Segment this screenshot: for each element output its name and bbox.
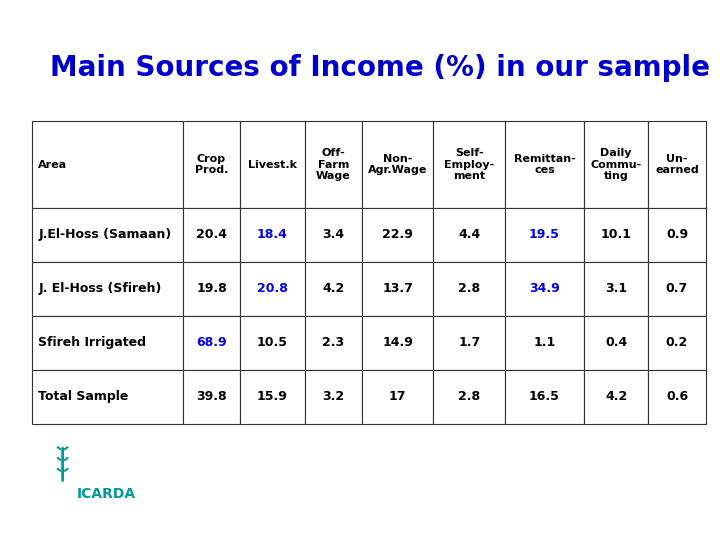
Bar [240, 208, 305, 262]
Bar [32, 262, 183, 316]
Text: 0.7: 0.7 [666, 282, 688, 295]
Text: 19.8: 19.8 [196, 282, 227, 295]
Text: 1.7: 1.7 [458, 336, 480, 349]
Text: 0.2: 0.2 [666, 336, 688, 349]
Bar [32, 122, 183, 208]
Text: 2.8: 2.8 [458, 390, 480, 403]
Text: 1.1: 1.1 [534, 336, 556, 349]
Bar [584, 316, 648, 370]
Bar [433, 122, 505, 208]
Text: Livest.k: Livest.k [248, 160, 297, 170]
Text: Total Sample: Total Sample [38, 390, 129, 403]
Text: Area: Area [38, 160, 67, 170]
Bar [240, 370, 305, 424]
Text: 4.2: 4.2 [605, 390, 627, 403]
Bar [648, 370, 706, 424]
Text: 20.4: 20.4 [196, 228, 227, 241]
Bar [305, 122, 362, 208]
Text: Remittan-
ces: Remittan- ces [513, 154, 575, 176]
Text: 34.9: 34.9 [529, 282, 560, 295]
Text: Crop
Prod.: Crop Prod. [194, 154, 228, 176]
Bar [32, 316, 183, 370]
Bar [305, 370, 362, 424]
Text: 20.8: 20.8 [257, 282, 288, 295]
Text: 16.5: 16.5 [529, 390, 560, 403]
Text: Sfireh Irrigated: Sfireh Irrigated [38, 336, 146, 349]
Text: 17: 17 [389, 390, 406, 403]
Bar [648, 122, 706, 208]
Bar [362, 262, 433, 316]
Text: 0.9: 0.9 [666, 228, 688, 241]
Bar [505, 370, 584, 424]
Bar [362, 316, 433, 370]
Text: 4.4: 4.4 [458, 228, 480, 241]
Bar [32, 370, 183, 424]
Bar [183, 208, 240, 262]
Bar [240, 262, 305, 316]
Bar [648, 208, 706, 262]
Text: 22.9: 22.9 [382, 228, 413, 241]
Bar [648, 316, 706, 370]
Bar [433, 262, 505, 316]
Bar [584, 208, 648, 262]
Bar [433, 208, 505, 262]
Text: 0.4: 0.4 [605, 336, 627, 349]
Bar [505, 316, 584, 370]
Bar [305, 208, 362, 262]
Text: 18.4: 18.4 [257, 228, 288, 241]
Text: Off-
Farm
Wage: Off- Farm Wage [316, 148, 351, 181]
Bar [505, 262, 584, 316]
Text: J.El-Hoss (Samaan): J.El-Hoss (Samaan) [38, 228, 171, 241]
Bar [240, 316, 305, 370]
Bar [305, 316, 362, 370]
Bar [183, 370, 240, 424]
Bar [433, 370, 505, 424]
Text: Un-
earned: Un- earned [655, 154, 699, 176]
Text: 15.9: 15.9 [257, 390, 288, 403]
Text: 3.4: 3.4 [322, 228, 344, 241]
Text: 2.3: 2.3 [322, 336, 344, 349]
Bar [362, 370, 433, 424]
Text: J. El-Hoss (Sfireh): J. El-Hoss (Sfireh) [38, 282, 161, 295]
Text: 3.2: 3.2 [322, 390, 344, 403]
Bar [584, 370, 648, 424]
Text: 19.5: 19.5 [529, 228, 560, 241]
Bar [433, 316, 505, 370]
Bar [32, 208, 183, 262]
Text: 13.7: 13.7 [382, 282, 413, 295]
Text: 10.1: 10.1 [600, 228, 631, 241]
Text: 14.9: 14.9 [382, 336, 413, 349]
Bar [584, 122, 648, 208]
Bar [505, 208, 584, 262]
Bar [584, 262, 648, 316]
Text: 39.8: 39.8 [196, 390, 227, 403]
Text: Main Sources of Income (%) in our sample: Main Sources of Income (%) in our sample [50, 54, 711, 82]
Text: ICARDA: ICARDA [77, 487, 136, 501]
Bar [183, 262, 240, 316]
Text: 68.9: 68.9 [196, 336, 227, 349]
Bar [305, 262, 362, 316]
Text: 3.1: 3.1 [605, 282, 627, 295]
Bar [183, 316, 240, 370]
Text: 0.6: 0.6 [666, 390, 688, 403]
Text: 4.2: 4.2 [322, 282, 344, 295]
Bar [362, 122, 433, 208]
Bar [505, 122, 584, 208]
Text: Non-
Agr.Wage: Non- Agr.Wage [368, 154, 428, 176]
Bar [183, 122, 240, 208]
Bar [362, 208, 433, 262]
Bar [648, 262, 706, 316]
Bar [240, 122, 305, 208]
Text: 10.5: 10.5 [257, 336, 288, 349]
Text: Self-
Employ-
ment: Self- Employ- ment [444, 148, 495, 181]
Text: 2.8: 2.8 [458, 282, 480, 295]
Text: Daily
Commu-
ting: Daily Commu- ting [590, 148, 642, 181]
